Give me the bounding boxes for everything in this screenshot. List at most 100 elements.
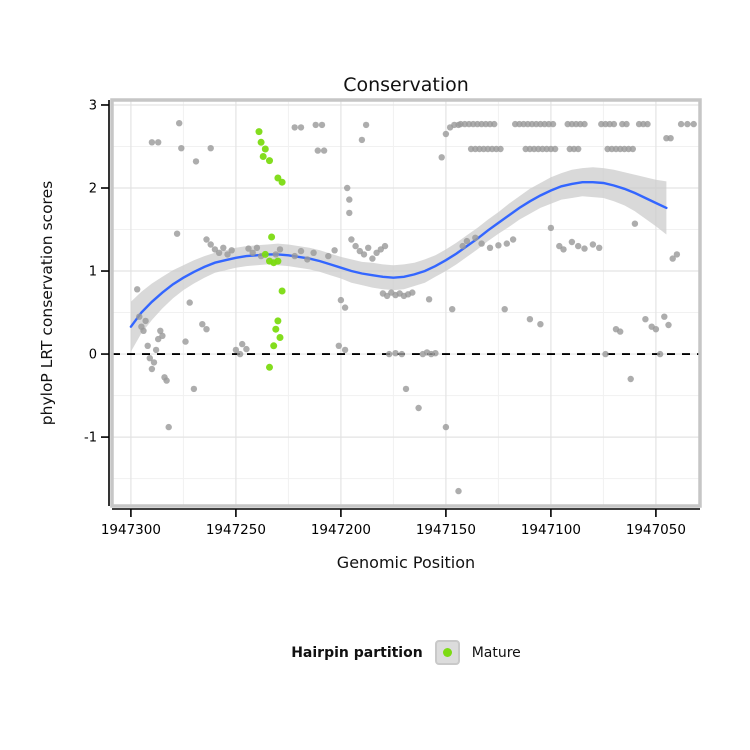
data-point (415, 404, 422, 412)
data-point (386, 350, 393, 358)
data-point (623, 120, 630, 128)
data-point (150, 359, 158, 366)
mature-point (278, 287, 286, 295)
data-point (656, 350, 664, 358)
mature-point (278, 178, 286, 186)
data-point (182, 338, 189, 345)
data-point (148, 139, 156, 146)
data-point (348, 236, 355, 243)
x-tick-label: 1947200 (311, 522, 371, 538)
data-point (337, 296, 345, 304)
x-tick-label: 1947050 (626, 522, 686, 538)
data-point (314, 147, 321, 154)
data-point (497, 145, 504, 153)
data-point (140, 327, 147, 334)
data-point (503, 240, 510, 247)
data-point (136, 313, 143, 320)
data-point (272, 251, 279, 258)
data-point (203, 236, 210, 243)
data-point (243, 345, 250, 353)
plot-area: -1 0 1 2 3 1947300 1947250 1947200 1947150 194710… (84, 98, 702, 538)
data-point (409, 289, 416, 296)
data-point (310, 249, 317, 256)
data-point (652, 326, 660, 333)
data-point (398, 350, 405, 358)
data-point (207, 241, 214, 248)
data-point (228, 247, 235, 254)
data-point (596, 244, 603, 251)
data-point (551, 145, 559, 153)
data-point (320, 147, 328, 154)
data-point (224, 251, 231, 258)
data-point (549, 120, 557, 128)
data-point (381, 242, 389, 250)
data-point (509, 236, 517, 243)
data-point (369, 255, 376, 262)
data-point (134, 286, 141, 293)
data-point (358, 136, 366, 144)
data-point (297, 247, 305, 255)
data-point (442, 423, 450, 431)
x-axis-label: Genomic Position (336, 553, 476, 572)
data-point (148, 365, 156, 373)
data-point (291, 124, 298, 131)
data-point (617, 328, 624, 335)
mature-point (266, 363, 273, 371)
data-point (463, 237, 471, 245)
mature-point (257, 138, 265, 146)
data-point (190, 385, 198, 393)
data-point (602, 350, 609, 358)
data-point (631, 220, 639, 227)
data-point (155, 139, 162, 146)
data-point (220, 244, 227, 251)
x-tick-label: 1947250 (206, 522, 266, 538)
panel-frame (110, 98, 702, 508)
data-point (442, 130, 450, 138)
data-point (146, 355, 153, 362)
mature-point (270, 342, 278, 350)
legend-title: Hairpin partition (291, 644, 423, 661)
data-point (684, 120, 691, 128)
y-tick-label: 2 (89, 182, 97, 197)
data-point (677, 120, 685, 128)
data-point (581, 120, 588, 128)
data-point (526, 316, 534, 323)
data-point (690, 120, 697, 128)
x-tick-label: 1947150 (416, 522, 476, 538)
data-point (560, 246, 567, 253)
data-point (667, 135, 674, 142)
data-point (312, 121, 319, 129)
data-point (159, 332, 166, 339)
data-point (547, 224, 555, 232)
panel-background (112, 100, 700, 506)
mature-point (276, 334, 284, 341)
data-point (661, 313, 668, 320)
chart-title: Conservation (343, 74, 469, 96)
data-point (341, 346, 349, 354)
data-point (425, 296, 433, 303)
data-point (163, 377, 170, 384)
data-point (207, 145, 214, 152)
data-point (346, 196, 353, 203)
data-point (472, 234, 479, 241)
data-point (501, 306, 508, 313)
x-tick-label: 1947300 (101, 522, 161, 538)
data-point (318, 121, 326, 129)
mature-point (266, 157, 273, 165)
data-point (331, 247, 338, 254)
legend: Hairpin partition Mature (112, 640, 700, 665)
data-point (352, 242, 359, 250)
mature-point (274, 257, 282, 265)
y-tick-label: 1 (89, 265, 97, 280)
legend-label-mature: Mature (471, 644, 521, 661)
data-point (392, 350, 399, 357)
y-tick-label: -1 (84, 431, 97, 446)
data-point (537, 321, 544, 328)
data-point (239, 340, 246, 348)
data-point (491, 120, 498, 128)
data-point (232, 346, 240, 354)
data-point (644, 120, 651, 128)
mature-point (261, 250, 269, 258)
data-point (291, 252, 298, 260)
